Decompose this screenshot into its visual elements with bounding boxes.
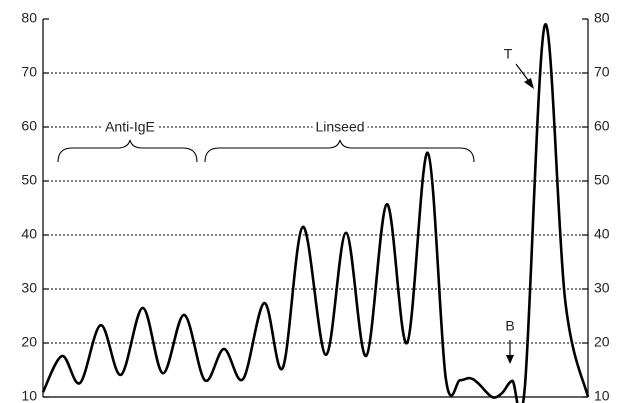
annotation: Linseed [315, 119, 364, 135]
line [41, 23, 590, 403]
y-tick-label: 50 [21, 172, 37, 188]
y-tick-label: 60 [21, 118, 37, 134]
brace [204, 139, 475, 163]
label-bg [312, 118, 368, 135]
y2-tick-label: 50 [594, 172, 610, 188]
arrowhead [506, 355, 514, 364]
y-tick-label: 40 [21, 226, 37, 242]
annotation: Anti-IgE [105, 119, 155, 135]
y2-tick-label: 70 [594, 64, 610, 80]
y-tick-label: 20 [21, 334, 37, 350]
y2-tick-label: 30 [594, 280, 610, 296]
y2-tick-label: 20 [594, 334, 610, 350]
y2-tick-label: 40 [594, 226, 610, 242]
y-tick-label: 10 [21, 388, 37, 403]
y2-tick-label: 80 [594, 10, 610, 26]
y2-tick-label: 60 [594, 118, 610, 134]
label-bg [102, 118, 158, 135]
brace [57, 139, 198, 163]
y-tick-label: 30 [21, 280, 37, 296]
y2-tick-label: 10 [594, 388, 610, 403]
arrowhead [524, 78, 534, 89]
y-tick-label: 80 [21, 10, 37, 26]
annotation: T [504, 46, 513, 62]
y-tick-label: 70 [21, 64, 37, 80]
annotation: B [505, 318, 514, 334]
